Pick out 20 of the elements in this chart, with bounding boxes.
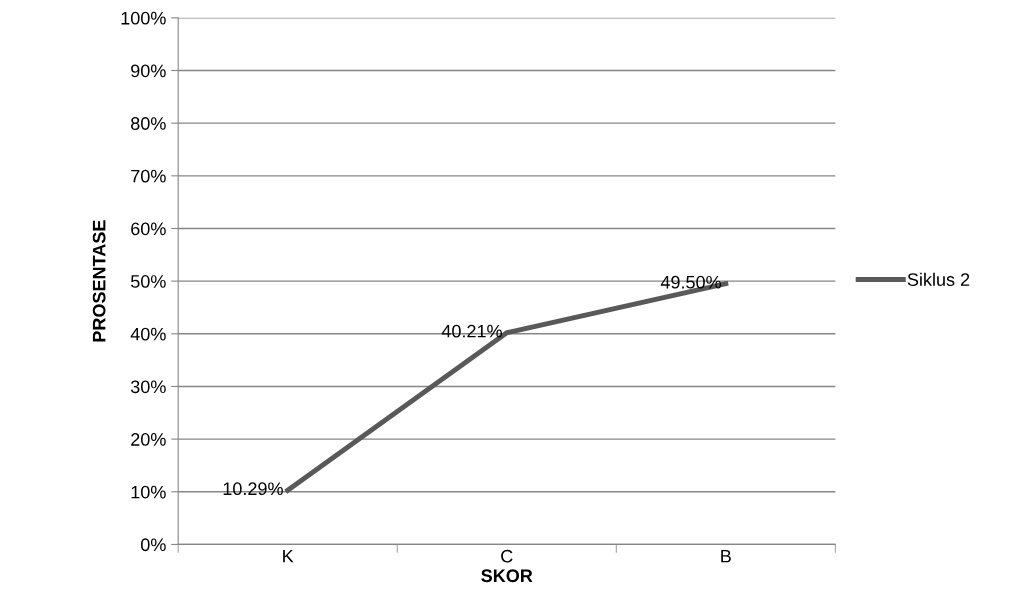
data-label: 10.29% [223,482,283,496]
y-tick-label: 100% [121,11,166,25]
y-tick-label: 10% [131,485,166,499]
y-tick-label: 80% [131,117,166,130]
y-tick-label: 70% [131,169,166,183]
y-tick-label: 30% [130,380,166,394]
x-axis-title: SKOR [481,569,533,583]
y-tick-label: 0% [140,538,166,552]
x-tick-label: C [501,549,513,563]
y-tick-label: 50% [130,275,166,288]
y-tick-label: 20% [131,433,166,446]
x-tick-label: K [283,549,294,563]
data-label: 49.50% [660,275,721,289]
y-axis-title: PROSENTASE [92,220,106,342]
data-label: 40.21% [441,324,502,338]
legend-label: Siklus 2 [907,272,970,286]
y-tick-label: 40% [130,327,166,341]
y-tick-label: 90% [131,64,166,78]
y-tick-label: 60% [131,222,166,236]
x-tick-label: B [721,549,731,563]
